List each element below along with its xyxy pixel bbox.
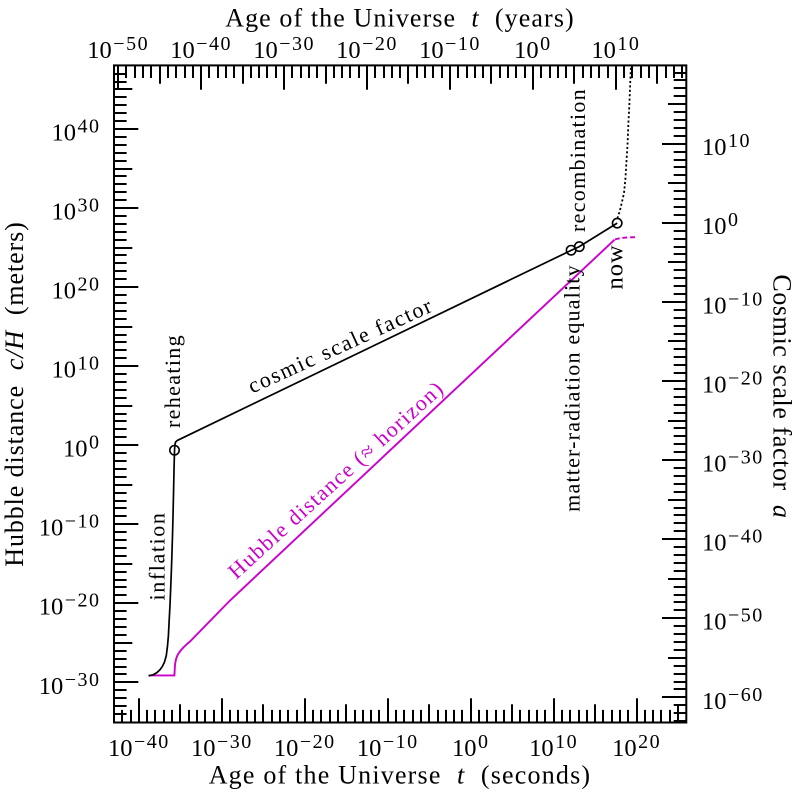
svg-text:recombination: recombination (565, 88, 590, 232)
svg-text:Hubble distance c/H (meters): Hubble distance c/H (meters) (0, 221, 29, 566)
svg-text:now: now (602, 245, 629, 290)
svg-text:matter-radiation equality: matter-radiation equality (560, 264, 585, 512)
svg-text:reheating: reheating (160, 334, 185, 428)
svg-text:inflation: inflation (145, 512, 170, 601)
svg-text:Cosmic scale factor a: Cosmic scale factor a (768, 274, 794, 518)
svg-text:Age of the Universe t (years: Age of the Universe t (years) (225, 4, 575, 33)
svg-text:Age of the Universe t (secon: Age of the Universe t (seconds) (209, 761, 592, 790)
